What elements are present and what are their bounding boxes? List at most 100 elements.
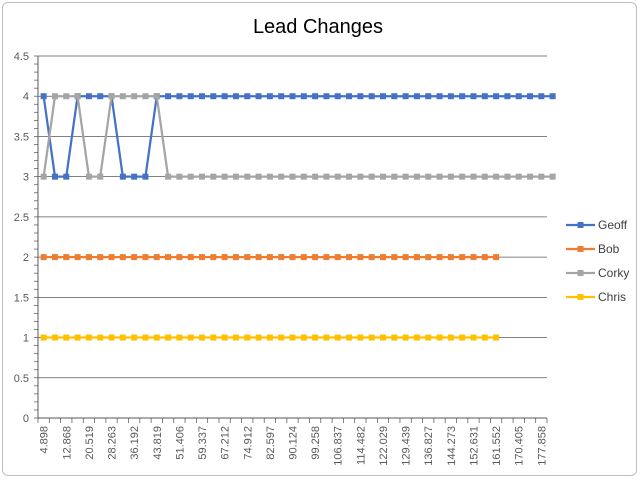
data-point [447, 173, 454, 180]
data-point [85, 93, 92, 100]
data-point [379, 173, 386, 180]
data-point [165, 93, 172, 100]
data-point [63, 93, 70, 100]
series-chris [40, 334, 500, 341]
data-point [346, 254, 353, 261]
series-corky [40, 93, 556, 180]
data-point [119, 93, 126, 100]
data-point [221, 93, 228, 100]
data-point [334, 254, 341, 261]
data-point [51, 334, 58, 341]
data-point [470, 173, 477, 180]
y-tick-label: 4.5 [14, 51, 29, 63]
data-point [278, 93, 285, 100]
data-point [142, 173, 149, 180]
data-point [368, 173, 375, 180]
data-point [210, 334, 217, 341]
data-point [289, 173, 296, 180]
data-point [334, 334, 341, 341]
x-tick-label: 99.258 [310, 426, 322, 460]
data-point [459, 93, 466, 100]
gridlines [38, 55, 547, 379]
data-point [244, 93, 251, 100]
legend-item-chris: Chris [566, 290, 626, 304]
data-point [108, 254, 115, 261]
x-tick-label: 43.819 [152, 426, 164, 460]
data-point [187, 334, 194, 341]
data-point [210, 173, 217, 180]
data-point [402, 93, 409, 100]
data-point [515, 93, 522, 100]
legend-item-geoff: Geoff [566, 218, 628, 232]
data-point [368, 93, 375, 100]
data-point [199, 93, 206, 100]
data-point [221, 334, 228, 341]
data-point [278, 254, 285, 261]
data-point [142, 254, 149, 261]
data-point [199, 173, 206, 180]
data-point [436, 93, 443, 100]
data-point [402, 254, 409, 261]
x-tick-label: 136.827 [423, 426, 435, 466]
y-tick-label: 1.5 [14, 292, 29, 304]
data-point [97, 254, 104, 261]
data-point [300, 93, 307, 100]
x-tick-label: 170.405 [514, 426, 526, 466]
x-tick-label: 161.552 [491, 426, 503, 466]
axes: 0 0.5 1 1.5 2 2.5 3 3.5 4 4.5 4.898 12.868 20.519 28.… [14, 51, 549, 466]
legend-marker [577, 222, 584, 228]
data-point [255, 254, 262, 261]
data-point [323, 93, 330, 100]
data-point [413, 334, 420, 341]
data-point [391, 93, 398, 100]
x-tick-label: 177.858 [536, 426, 548, 466]
data-point [493, 173, 500, 180]
data-point [504, 93, 511, 100]
data-point [97, 173, 104, 180]
data-point [391, 173, 398, 180]
data-point [334, 93, 341, 100]
data-point [436, 334, 443, 341]
x-tick-label: 152.631 [468, 426, 480, 466]
data-point [470, 254, 477, 261]
data-point [391, 254, 398, 261]
series-line [42, 95, 553, 178]
data-point [131, 93, 138, 100]
data-point [447, 334, 454, 341]
data-point [176, 254, 183, 261]
data-point [391, 334, 398, 341]
data-point [255, 93, 262, 100]
data-point [244, 173, 251, 180]
data-point [176, 173, 183, 180]
legend-label: Chris [598, 290, 626, 304]
data-point [266, 254, 273, 261]
data-point [176, 93, 183, 100]
data-point [425, 254, 432, 261]
data-point [402, 173, 409, 180]
data-point [436, 254, 443, 261]
x-tick-label: 114.482 [355, 426, 367, 465]
data-point [425, 173, 432, 180]
data-point [165, 254, 172, 261]
x-tick-label: 36.192 [129, 426, 141, 460]
chart-area [2, 2, 637, 476]
series-line [42, 95, 553, 178]
data-point [74, 334, 81, 341]
data-point [527, 93, 534, 100]
data-point [97, 93, 104, 100]
data-point [413, 93, 420, 100]
data-point [402, 334, 409, 341]
data-point [85, 334, 92, 341]
data-point [142, 93, 149, 100]
data-point [232, 93, 239, 100]
data-point [368, 334, 375, 341]
legend-marker [577, 270, 584, 276]
data-point [493, 334, 500, 341]
data-point [379, 254, 386, 261]
data-point [108, 334, 115, 341]
data-point [74, 93, 81, 100]
data-point [176, 334, 183, 341]
data-point [515, 173, 522, 180]
data-point [244, 334, 251, 341]
